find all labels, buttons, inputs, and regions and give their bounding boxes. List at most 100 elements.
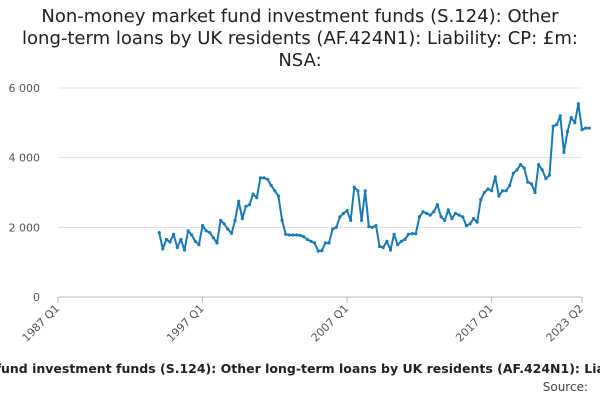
data-point <box>168 240 172 244</box>
data-point <box>468 222 472 226</box>
data-point <box>208 231 212 235</box>
x-tick-label: 1987 Q1 <box>20 302 63 345</box>
x-tick-label: 2017 Q1 <box>453 302 496 345</box>
data-point <box>425 211 429 215</box>
data-point <box>529 182 534 186</box>
data-point <box>587 126 591 130</box>
data-point <box>565 129 570 134</box>
data-point <box>226 227 230 231</box>
data-point <box>547 173 552 177</box>
data-point <box>182 248 187 252</box>
data-point <box>569 116 573 120</box>
data-point <box>255 196 259 200</box>
data-point <box>396 243 400 247</box>
data-point <box>331 227 335 231</box>
data-point <box>284 232 288 236</box>
data-point <box>352 185 356 189</box>
gridlines <box>58 87 582 298</box>
data-point <box>219 218 223 222</box>
data-point <box>313 241 317 245</box>
data-point <box>273 189 277 193</box>
data-point <box>240 217 244 221</box>
data-point <box>193 239 197 243</box>
data-point <box>551 124 555 128</box>
data-point <box>341 211 346 215</box>
data-point <box>453 211 458 215</box>
data-point <box>504 189 508 193</box>
data-point <box>349 218 353 222</box>
data-point <box>482 190 486 195</box>
data-point <box>222 222 226 226</box>
data-point <box>179 237 183 242</box>
data-point <box>370 225 374 229</box>
data-point <box>486 187 490 191</box>
data-point <box>334 225 338 229</box>
data-point <box>584 126 588 130</box>
data-point <box>338 215 342 219</box>
data-point <box>327 241 331 245</box>
y-tick-label: 4 000 <box>9 152 41 165</box>
data-point <box>360 218 364 222</box>
data-point <box>515 168 519 172</box>
data-point <box>414 232 418 236</box>
data-point <box>287 233 291 237</box>
data-point <box>186 229 190 233</box>
legend-entry: Non-money market fund investment funds (… <box>0 361 600 376</box>
data-point <box>378 244 382 249</box>
data-point <box>197 243 201 247</box>
data-point <box>190 233 194 237</box>
data-point <box>258 176 262 180</box>
data-point <box>533 190 537 195</box>
data-point <box>562 150 566 154</box>
data-point <box>164 237 168 242</box>
data-point <box>500 189 505 193</box>
data-point <box>204 229 208 233</box>
data-point <box>316 249 320 253</box>
data-point <box>428 213 432 217</box>
x-tick-label: 1997 Q1 <box>164 302 207 345</box>
data-point <box>450 217 454 221</box>
data-point <box>508 183 512 188</box>
data-point <box>519 163 523 167</box>
data-point <box>417 215 421 219</box>
data-point <box>475 220 479 224</box>
series-layer <box>158 102 590 252</box>
data-point <box>363 189 367 193</box>
data-point <box>345 209 349 213</box>
data-point <box>406 232 411 236</box>
data-point <box>490 189 494 193</box>
legend: Non-money market fund investment funds (… <box>0 361 600 381</box>
data-point <box>305 237 309 242</box>
data-point <box>374 224 378 228</box>
y-tick-label: 6 000 <box>9 82 41 95</box>
data-point <box>526 180 530 184</box>
data-point <box>385 239 389 243</box>
data-point <box>435 203 439 207</box>
data-point <box>237 199 241 203</box>
data-point <box>233 218 237 222</box>
data-point <box>479 197 483 202</box>
data-point <box>522 166 526 170</box>
data-point <box>244 204 248 208</box>
data-point <box>580 128 584 132</box>
series-line <box>158 102 590 252</box>
y-tick-label: 0 <box>33 291 40 304</box>
data-point <box>172 232 176 236</box>
data-point <box>443 218 447 222</box>
data-point <box>266 177 270 181</box>
data-point <box>511 171 515 175</box>
y-tick-label: 2 000 <box>9 221 41 234</box>
data-point <box>558 114 562 118</box>
data-point <box>247 203 252 207</box>
data-point <box>381 245 385 250</box>
data-point <box>262 176 266 180</box>
data-point <box>573 121 577 125</box>
data-point <box>461 215 465 219</box>
data-point <box>229 231 234 235</box>
data-point <box>457 213 461 217</box>
data-point <box>410 232 414 236</box>
data-point <box>403 237 407 242</box>
x-tick-label: 2023 Q2 <box>544 302 587 345</box>
data-point <box>320 249 324 253</box>
